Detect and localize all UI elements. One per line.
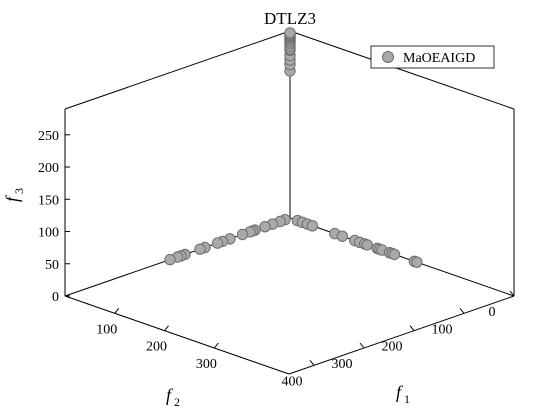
z-axis-subscript: 3 bbox=[12, 188, 26, 194]
legend-marker bbox=[382, 51, 394, 63]
floor-edge-f1 bbox=[289, 217, 515, 297]
data-point bbox=[164, 253, 176, 266]
data-point bbox=[411, 256, 423, 268]
z-axis-label: f 3 bbox=[2, 188, 26, 202]
x-tick-mark bbox=[164, 325, 169, 331]
x-tick-label: 300 bbox=[196, 357, 217, 372]
z-tick-label: 150 bbox=[38, 193, 59, 208]
data-point bbox=[236, 228, 249, 241]
z-tick-label: 100 bbox=[38, 226, 59, 241]
y-tick-mark bbox=[509, 290, 515, 297]
z-axis-symbol: f bbox=[2, 194, 22, 202]
data-point bbox=[284, 27, 296, 39]
legend: MaOEAIGD bbox=[370, 45, 495, 69]
top-edge-right bbox=[289, 30, 515, 110]
front-right-edge bbox=[288, 295, 515, 375]
y-axis-subscript: 2 bbox=[174, 395, 180, 409]
y-axis-symbol: f bbox=[166, 385, 174, 405]
y-tick-label: 400 bbox=[282, 374, 303, 389]
y-tick-label: 0 bbox=[489, 305, 496, 320]
y-tick-mark bbox=[459, 308, 465, 314]
x-tick-mark bbox=[213, 342, 219, 349]
legend-label: MaOEAIGD bbox=[403, 51, 475, 66]
z-tick-label: 250 bbox=[38, 129, 59, 144]
data-point bbox=[361, 239, 373, 251]
data-points bbox=[164, 27, 423, 268]
x-tick-mark bbox=[114, 308, 120, 314]
data-point bbox=[306, 220, 319, 232]
y-tick-mark bbox=[309, 360, 315, 366]
data-point bbox=[194, 243, 206, 255]
data-point bbox=[259, 221, 271, 233]
z-tick-label: 50 bbox=[45, 258, 59, 273]
y-tick-label: 300 bbox=[332, 357, 353, 372]
z-tick-label: 0 bbox=[52, 290, 59, 305]
data-point bbox=[336, 230, 348, 242]
axis-ticks: 0 50 100 150 200 250 100 200 300 0 100 200 300 400 bbox=[38, 129, 515, 389]
x-axis-symbol: f bbox=[396, 382, 404, 402]
data-point bbox=[211, 237, 224, 249]
y-tick-label: 200 bbox=[382, 340, 403, 355]
x-axis-subscript: 1 bbox=[404, 392, 410, 406]
x-tick-label: 100 bbox=[96, 322, 117, 337]
y-axis-label: f 2 bbox=[166, 385, 180, 409]
chart-title: DTLZ3 bbox=[264, 9, 316, 28]
y-tick-mark bbox=[409, 325, 415, 331]
data-point bbox=[388, 248, 401, 261]
top-edge-left bbox=[64, 30, 291, 110]
z-tick-label: 200 bbox=[38, 161, 59, 176]
x-tick-label: 200 bbox=[146, 340, 167, 355]
legend-box bbox=[370, 45, 495, 69]
front-left-edge bbox=[64, 295, 290, 375]
x-axis-label: f 1 bbox=[396, 382, 410, 406]
y-tick-label: 100 bbox=[432, 322, 453, 337]
y-tick-mark bbox=[359, 342, 365, 349]
